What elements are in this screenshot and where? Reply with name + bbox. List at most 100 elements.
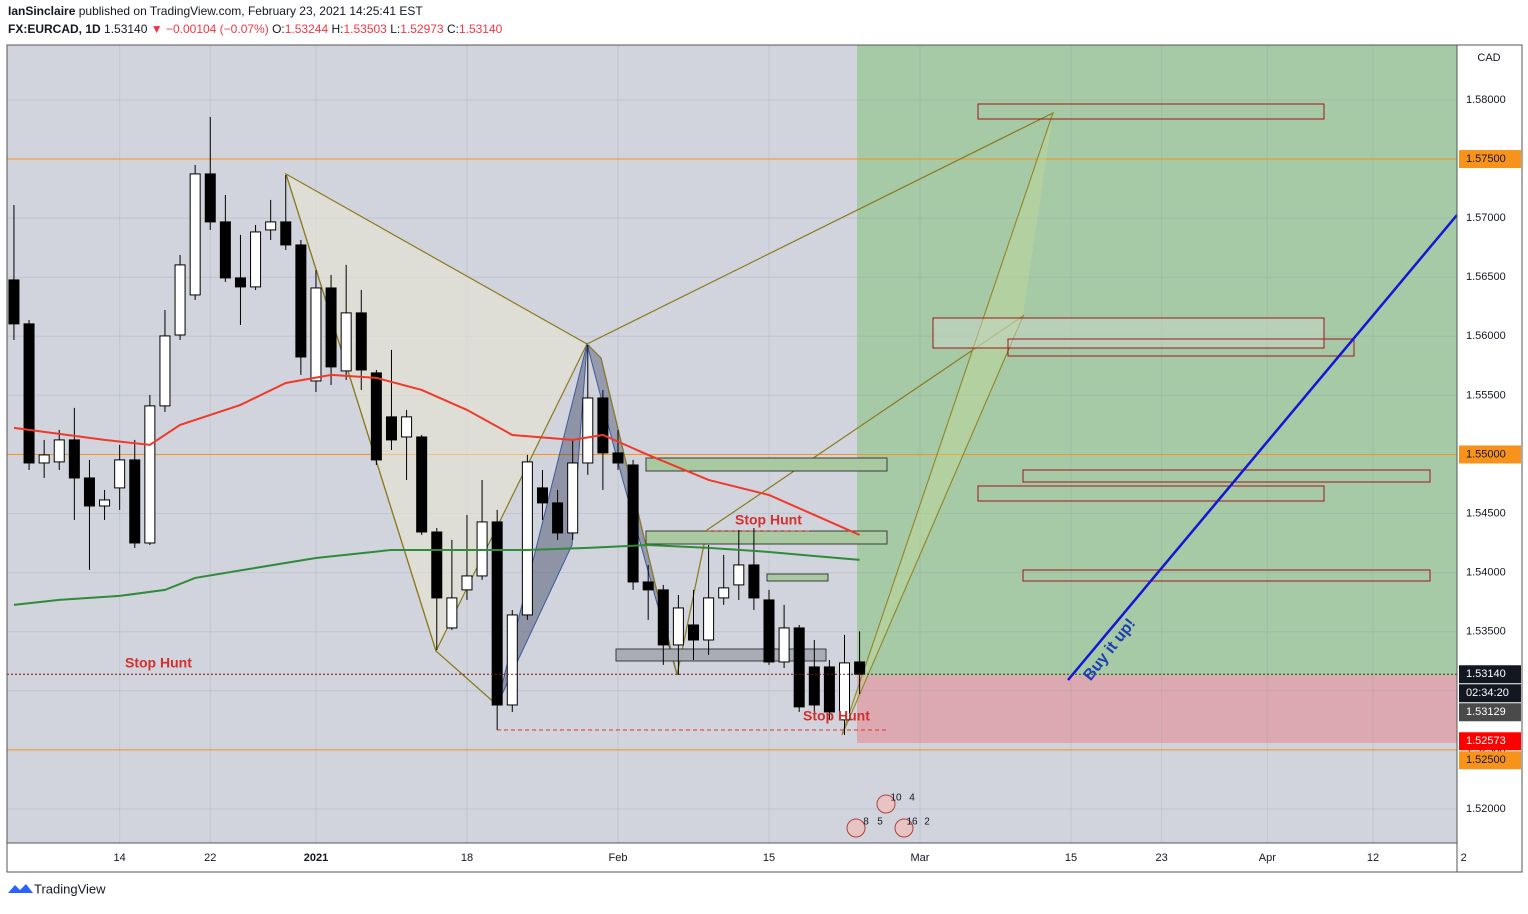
annotation: Stop Hunt: [125, 655, 192, 671]
candle-body: [174, 264, 186, 336]
candle-body: [159, 335, 171, 407]
candle-body: [295, 244, 307, 358]
c-value: 1.53140: [459, 22, 503, 36]
candle-body: [23, 323, 35, 464]
candle-body: [234, 277, 246, 288]
candle-body: [38, 454, 50, 464]
candle-body: [597, 397, 609, 454]
moving-average: [13, 543, 860, 606]
price-tag: [1459, 150, 1521, 169]
candle-body: [431, 531, 443, 599]
l-value: 1.52973: [400, 22, 444, 36]
y-tick-label: 1.54000: [1466, 567, 1506, 579]
price-tag-label: 02:34:20: [1466, 687, 1509, 699]
x-tick-label: 2021: [304, 852, 328, 864]
candle-body: [793, 627, 805, 708]
candle-body: [642, 581, 654, 591]
pattern-line: [586, 343, 708, 676]
x-tick-label: 12: [1367, 852, 1379, 864]
candle-body: [627, 464, 639, 583]
candle-body: [672, 607, 684, 646]
candle-body: [687, 624, 699, 641]
candle-body: [68, 439, 80, 479]
candle-body: [144, 405, 156, 544]
candle-body: [99, 499, 111, 507]
annotation: Stop Hunt: [803, 708, 870, 724]
event-count: 16: [906, 817, 918, 828]
event-icon: [846, 818, 866, 838]
x-tick-label: 2: [1461, 852, 1467, 864]
symbol: FX:EURCAD, 1D: [8, 22, 101, 36]
candle-body: [491, 521, 503, 706]
logo: [8, 884, 33, 893]
moving-average: [13, 373, 861, 536]
candle-body: [733, 564, 745, 586]
price-tag: [1459, 703, 1521, 722]
candle-body: [129, 459, 141, 544]
candle-body: [461, 575, 473, 591]
candle-body: [506, 614, 518, 706]
price-tag-label: 1.52500: [1466, 754, 1506, 766]
price-tag-label: 1.55000: [1466, 448, 1506, 460]
last: 1.53140: [104, 22, 148, 36]
candle-body: [325, 287, 337, 368]
o-key: O:: [272, 22, 285, 36]
o-value: 1.53244: [285, 22, 329, 36]
price-tag: [1459, 684, 1521, 703]
trend-line: [1067, 214, 1458, 681]
target-box: [1022, 469, 1431, 483]
candle-body: [748, 564, 760, 599]
price-tag: [1459, 732, 1521, 751]
candle-body: [552, 502, 564, 534]
change: ▼ −0.00104 (−0.07%): [151, 22, 269, 36]
currency: CAD: [1477, 52, 1500, 64]
stop-zone: [857, 676, 1457, 743]
price-tag-label: 1.57500: [1466, 153, 1506, 165]
candle-body: [446, 597, 458, 629]
c-key: C:: [447, 22, 459, 36]
header-line: IanSinclaire published on TradingView.co…: [8, 4, 423, 18]
candle-body: [612, 452, 624, 464]
h-key: H:: [331, 22, 343, 36]
event-icon: [876, 794, 896, 814]
published: published on TradingView.com, February 2…: [79, 4, 424, 18]
x-tick-label: 14: [114, 852, 126, 864]
candle-body: [340, 312, 352, 372]
candle-body: [567, 462, 579, 534]
candle-body: [839, 662, 851, 721]
y-tick-label: 1.55500: [1466, 389, 1506, 401]
zone-box: [766, 573, 829, 582]
price-tag: [1459, 445, 1521, 464]
event-count: 4: [909, 793, 915, 804]
target-box: [977, 485, 1325, 502]
event-count: 2: [924, 817, 930, 828]
candle-body: [582, 397, 594, 464]
target-box: [932, 317, 1325, 349]
candle-body: [536, 487, 548, 504]
author: IanSinclaire: [8, 4, 76, 18]
annotation: Stop Hunt: [735, 512, 802, 528]
candle-body: [204, 173, 216, 223]
candle-body: [416, 436, 428, 533]
y-tick-label: 1.56000: [1466, 330, 1506, 342]
x-tick-label: Mar: [911, 852, 930, 864]
target-box: [1022, 569, 1431, 582]
x-tick-label: 15: [1065, 852, 1077, 864]
event-count: 5: [877, 817, 883, 828]
h-value: 1.53503: [343, 22, 387, 36]
target-box: [1007, 338, 1355, 357]
y-tick-label: 1.52000: [1466, 803, 1506, 815]
target-box: [977, 103, 1325, 120]
candle-body: [83, 477, 95, 507]
price-tag: [1459, 665, 1521, 684]
x-tick-label: 15: [763, 852, 775, 864]
y-tick-label: 1.58000: [1466, 94, 1506, 106]
candle-body: [854, 661, 866, 675]
time-axis: [7, 843, 1457, 872]
zone-box: [645, 457, 888, 472]
footer: TradingView: [34, 881, 106, 896]
pattern-shape: [496, 343, 588, 706]
candle-body: [355, 312, 367, 371]
price-tag-label: 1.53129: [1466, 706, 1506, 718]
